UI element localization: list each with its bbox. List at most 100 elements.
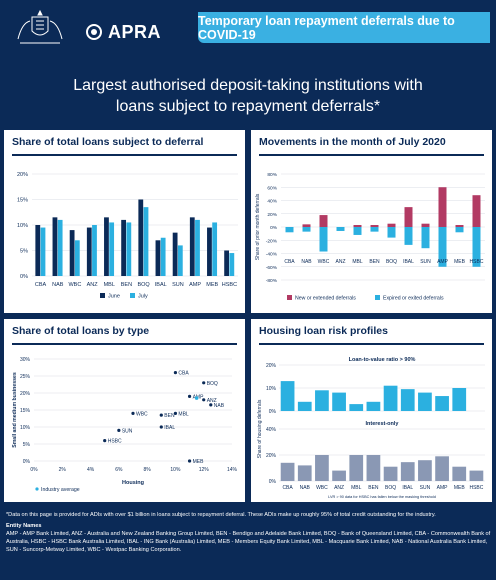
bar-interest-only-nab [297, 465, 312, 481]
x-tick-label: SUN [172, 282, 184, 288]
bar-new-boq [387, 223, 396, 227]
coat-of-arms-icon [17, 9, 63, 44]
bar-june-mbl [104, 217, 109, 276]
x-tick-label: ANZ [87, 282, 99, 288]
bar-lvr-boq [383, 385, 398, 411]
panel-divider [259, 343, 484, 345]
bar-july-boq [143, 207, 149, 276]
point-cba [173, 371, 178, 375]
bar-interest-only-cba [280, 462, 295, 481]
bar-july-amp [195, 219, 200, 276]
x-tick-label: HSBC [470, 259, 484, 265]
bar-expired-sun [421, 227, 430, 249]
bar-june-nab [52, 217, 58, 276]
x-tick-label: AMP [437, 485, 449, 491]
bar-july-mbl [109, 222, 115, 276]
x-tick-label: SUN [420, 485, 431, 491]
x-tick-label: MEB [206, 282, 218, 288]
bar-interest-only-mbl [349, 455, 364, 481]
bar-july-sun [177, 245, 183, 276]
bar-july-ben [126, 222, 132, 276]
share-total-chart: 0% 5% 10% 15% 20% CBA NAB WBC ANZ MBL BEN BOQ IBAL SU… [17, 172, 238, 300]
x-tick-label: 2% [59, 467, 67, 473]
bar-july-hsbc [229, 253, 235, 276]
point-label: IBAL [164, 425, 175, 431]
y-tick-label: 20% [267, 212, 277, 218]
subchart-title: Interest-only [365, 421, 399, 427]
x-tick-label: 6% [115, 467, 123, 473]
chart-note: LVR > 90 data for HSBC has fallen below … [328, 495, 436, 499]
bar-lvr-amp [435, 396, 449, 411]
x-tick-label: ANZ [334, 485, 344, 491]
x-tick-label: MBL [351, 485, 362, 491]
x-tick-label: IBAL [155, 282, 167, 288]
x-tick-label: BEN [369, 259, 380, 265]
bar-interest-only-sun [418, 460, 432, 481]
subchart-title: Loan-to-value ratio > 90% [349, 357, 416, 363]
x-tick-label: WBC [68, 282, 81, 288]
bar-expired-anz [336, 227, 345, 231]
x-tick-label: ANZ [336, 259, 346, 265]
y-tick-label: 15% [20, 408, 31, 414]
bar-expired-ben [370, 227, 379, 232]
bar-june-ben [121, 219, 127, 276]
bar-interest-only-boq [383, 466, 398, 481]
point-wbc [131, 411, 135, 415]
bar-june-wbc [69, 230, 75, 276]
y-tick-label: 40% [267, 199, 277, 205]
bar-expired-ibal [404, 227, 413, 245]
y-tick-label: 25% [20, 374, 31, 380]
y-tick-label: 20% [20, 391, 31, 397]
point-label: ANZ [207, 398, 217, 404]
point-label: CBA [178, 371, 189, 377]
x-tick-label: CBA [282, 485, 293, 491]
y-tick-label: 0% [270, 225, 278, 231]
y-axis-label: Share of housing deferrals [257, 399, 263, 458]
y-tick-label: 0% [269, 479, 277, 485]
legend-swatch [100, 293, 105, 298]
bar-june-meb [207, 227, 212, 276]
bar-june-anz [86, 227, 92, 276]
x-tick-label: HSBC [222, 282, 237, 288]
bar-lvr-cba [280, 381, 295, 411]
y-tick-label: 20% [266, 363, 277, 369]
panel-divider [259, 154, 484, 156]
point-label: WBC [136, 411, 148, 417]
bar-new-amp [438, 187, 447, 227]
x-tick-label: MBL [352, 259, 363, 265]
y-tick-label: 80% [267, 172, 277, 178]
bar-june-cba [35, 225, 41, 276]
movements-chart: -80% -60% -40% -20% 0% 20% 40% 60% 80% Share of p… [255, 172, 485, 302]
bar-expired-mbl [353, 227, 362, 235]
panel-title: Housing loan risk profiles [259, 325, 388, 337]
legend-label: Industry average [41, 487, 80, 493]
point-label: HSBC [108, 439, 122, 445]
by-type-chart: 0% 5% 10% 15% 20% 25% 30% 0% 2% 4% 6% 8% 10% 12% 14% Ho… [12, 357, 238, 493]
bar-july-wbc [74, 240, 80, 276]
y-axis-label: Share of prior month deferrals [255, 193, 261, 260]
bar-new-nab [302, 224, 311, 227]
bar-new-meb [455, 225, 464, 227]
y-tick-label: 0% [20, 274, 28, 280]
point-nab [209, 403, 213, 407]
panel-divider [12, 154, 237, 156]
bar-lvr-meb [452, 388, 467, 411]
bar-june-boq [138, 199, 144, 276]
x-axis-label: Housing [122, 480, 144, 486]
bar-lvr-ben [366, 401, 381, 411]
point-meb [187, 459, 192, 463]
y-tick-label: 0% [269, 409, 277, 415]
bar-interest-only-wbc [315, 455, 329, 481]
legend-label: Expired or exited deferrals [383, 296, 444, 302]
y-axis-label: Small and medium businesses [12, 372, 18, 448]
apra-logo: APRA [86, 20, 166, 44]
legend-label: New or extended deferrals [295, 296, 356, 302]
point-hsbc [103, 439, 107, 443]
y-tick-label: 60% [267, 185, 277, 191]
x-tick-label: BOQ [386, 259, 397, 265]
footnote-text: *Data on this page is provided for ADIs … [6, 512, 436, 518]
point-label: BOQ [207, 381, 218, 387]
y-tick-label: 0% [23, 459, 31, 465]
bar-lvr-wbc [315, 390, 329, 411]
point-label: SUN [122, 428, 133, 434]
